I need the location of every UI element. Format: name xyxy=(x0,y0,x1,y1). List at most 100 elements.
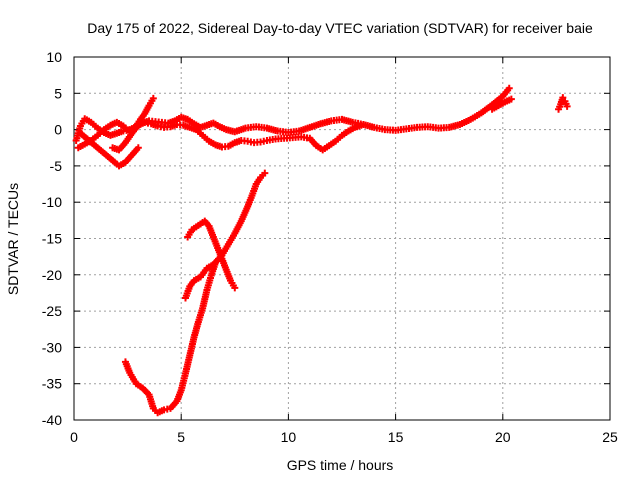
data-point-fill xyxy=(139,112,147,120)
y-tick-label: 10 xyxy=(46,49,62,65)
x-tick-label: 0 xyxy=(70,429,78,445)
data-point-fill xyxy=(239,125,247,133)
data-point-fill xyxy=(171,399,179,407)
series-track-f xyxy=(181,169,269,302)
data-point-fill xyxy=(207,262,215,270)
data-point-fill xyxy=(292,127,300,135)
grid-lines xyxy=(74,57,610,420)
data-point-fill xyxy=(91,122,99,130)
x-tick-label: 5 xyxy=(177,429,185,445)
data-point-fill xyxy=(126,153,134,161)
data-point-fill xyxy=(220,125,228,133)
data-point-fill xyxy=(91,133,99,141)
series-track-i xyxy=(555,94,571,113)
data-point-fill xyxy=(133,123,141,131)
data-point-fill xyxy=(243,205,251,213)
data-point-fill xyxy=(223,242,231,250)
data-point-fill xyxy=(247,194,255,202)
data-point-fill xyxy=(204,220,212,228)
data-point-fill xyxy=(209,231,217,239)
data-point-fill xyxy=(190,125,198,133)
data-point-fill xyxy=(201,266,209,274)
data-point-fill xyxy=(230,232,238,240)
series-track-h xyxy=(488,95,515,113)
data-point-fill xyxy=(558,96,566,104)
data-point-fill xyxy=(194,320,202,328)
y-tick-label: -15 xyxy=(42,231,62,247)
data-point-fill xyxy=(229,281,237,289)
x-tick-label: 15 xyxy=(388,429,404,445)
chart-title: Day 175 of 2022, Sidereal Day-to-day VTE… xyxy=(87,20,593,36)
data-point-fill xyxy=(113,145,121,153)
data-point-fill xyxy=(499,99,507,107)
x-axis-label: GPS time / hours xyxy=(287,457,394,473)
y-tick-label: -30 xyxy=(42,339,62,355)
data-point-fill xyxy=(342,129,350,137)
y-axis-label: SDTVAR / TECUs xyxy=(5,183,21,295)
data-point-fill xyxy=(229,140,237,148)
data-point-fill xyxy=(157,123,165,131)
data-point-fill xyxy=(259,171,267,179)
series-track-c xyxy=(76,129,142,170)
data-point-fill xyxy=(236,219,244,227)
data-point-fill xyxy=(117,128,125,136)
data-point-fill xyxy=(198,306,206,314)
data-points xyxy=(72,84,571,417)
x-tick-label: 10 xyxy=(281,429,297,445)
data-point-fill xyxy=(251,182,259,190)
data-point-fill xyxy=(492,103,500,111)
data-point-fill xyxy=(120,140,128,148)
data-point-fill xyxy=(475,110,483,118)
data-point-fill xyxy=(203,135,211,143)
data-point-fill xyxy=(185,285,193,293)
data-point-fill xyxy=(201,122,209,130)
y-tick-label: -5 xyxy=(50,158,63,174)
y-tick-label: -25 xyxy=(42,303,62,319)
data-point-fill xyxy=(144,104,152,112)
data-point-fill xyxy=(117,121,125,129)
data-point-fill xyxy=(181,115,189,123)
data-point-fill xyxy=(149,402,157,410)
data-point-fill xyxy=(209,140,217,148)
data-point-fill xyxy=(79,141,87,149)
data-point-fill xyxy=(151,121,159,129)
data-point-fill xyxy=(217,253,225,261)
data-point-fill xyxy=(127,131,135,139)
data-point-fill xyxy=(336,133,344,141)
data-point-fill xyxy=(221,143,229,151)
data-point-fill xyxy=(304,124,312,132)
axis-ticks xyxy=(73,56,611,421)
data-point-fill xyxy=(464,116,472,124)
data-point-fill xyxy=(253,138,261,146)
y-tick-label: -40 xyxy=(42,412,62,428)
data-point-fill xyxy=(504,86,512,94)
data-point-fill xyxy=(109,157,117,165)
data-point-fill xyxy=(368,123,376,131)
data-point-fill xyxy=(184,123,192,131)
data-point-fill xyxy=(111,130,119,138)
data-point-fill xyxy=(186,228,194,236)
data-point-fill xyxy=(148,97,156,105)
data-point-fill xyxy=(314,121,322,129)
data-point-fill xyxy=(202,288,210,296)
data-point-fill xyxy=(349,125,357,133)
tick-labels: 0 5 10 15 20 25 10 5 0 -5 -10 -15 -20 -25 -30 -35 -40 xyxy=(42,49,618,445)
data-point-fill xyxy=(562,100,570,108)
data-point-fill xyxy=(104,123,112,131)
data-point-fill xyxy=(125,367,133,375)
data-point-fill xyxy=(136,383,144,391)
data-point-fill xyxy=(144,119,152,127)
y-tick-label: -20 xyxy=(42,267,62,283)
data-point-fill xyxy=(85,117,93,125)
data-point-fill xyxy=(119,159,127,167)
data-point-fill xyxy=(98,128,106,136)
data-point-fill xyxy=(196,129,204,137)
data-point-fill xyxy=(190,336,198,344)
data-point-fill xyxy=(221,264,229,272)
data-point-fill xyxy=(176,121,184,129)
data-point-fill xyxy=(192,223,200,231)
data-point-fill xyxy=(323,143,331,151)
series-track-g xyxy=(184,217,239,292)
data-point-fill xyxy=(194,274,202,282)
